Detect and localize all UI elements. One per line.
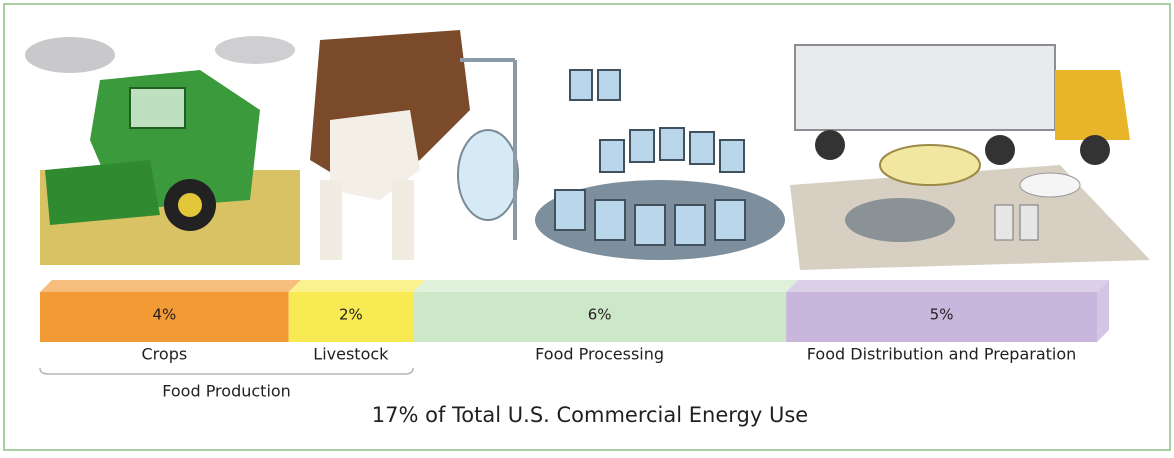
bar-top [786, 280, 1109, 292]
value-label: 2% [339, 306, 363, 324]
value-label: 6% [588, 306, 612, 324]
bar-segment [288, 292, 414, 342]
illustration-cow [310, 30, 519, 260]
bar-top [40, 280, 301, 292]
category-label: Food Distribution and Preparation [807, 345, 1077, 364]
bar-side [1097, 280, 1109, 342]
value-label: 4% [152, 306, 176, 324]
illustration-harvester [25, 36, 300, 265]
category-label: Crops [142, 345, 188, 364]
bar-top [288, 280, 426, 292]
category-label: Livestock [313, 345, 389, 364]
annotation: Food Production [162, 382, 291, 401]
bar-top [413, 280, 799, 292]
chart-title: 17% of Total U.S. Commercial Energy Use [372, 403, 808, 427]
bar-segment [786, 292, 1097, 342]
category-label: Food Processing [535, 345, 664, 364]
bar-segment [413, 292, 787, 342]
illustration-truck-kitchen [790, 44, 1150, 270]
bar-segment [40, 292, 289, 342]
value-label: 5% [930, 306, 954, 324]
illustration-cans [535, 69, 785, 260]
bracket [39, 367, 414, 375]
